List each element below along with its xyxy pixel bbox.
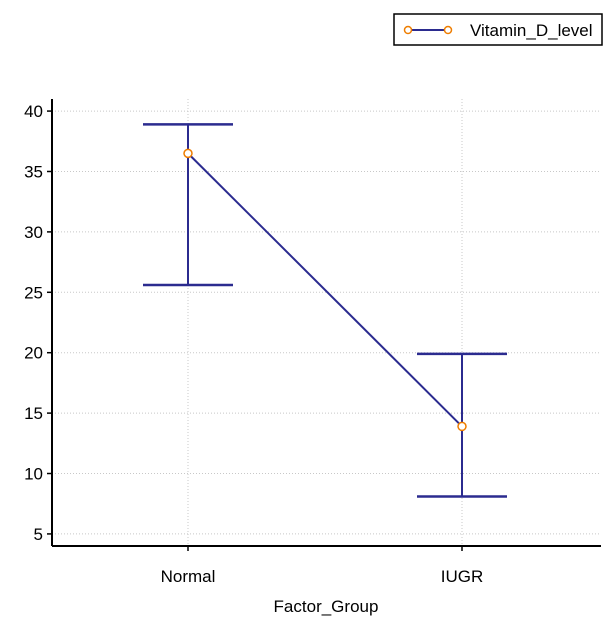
data-point [183, 148, 193, 159]
series-line [187, 152, 463, 428]
y-tick-label: 5 [34, 525, 43, 544]
legend-label: Vitamin_D_level [470, 21, 593, 40]
legend-box [393, 13, 603, 46]
x-tick-label: Normal [161, 567, 216, 586]
y-tick-label: 10 [24, 465, 43, 484]
data-point [457, 421, 467, 432]
y-tick-label: 40 [24, 102, 43, 121]
y-tick-label: 25 [24, 283, 43, 302]
grid-layer [52, 99, 601, 546]
legend: Vitamin_D_level [393, 13, 603, 46]
axis-layer: 5 10 15 20 25 30 35 40 Normal IUGR [24, 99, 601, 586]
y-tick-label: 20 [24, 344, 43, 363]
x-axis-label: Factor_Group [274, 597, 379, 616]
x-tick-label: IUGR [441, 567, 484, 586]
legend-marker-right [443, 25, 453, 35]
y-tick-label: 35 [24, 162, 43, 181]
y-tick-label: 30 [24, 223, 43, 242]
series-layer [143, 123, 507, 498]
y-tick-label: 15 [24, 404, 43, 423]
legend-marker-left [403, 25, 413, 35]
